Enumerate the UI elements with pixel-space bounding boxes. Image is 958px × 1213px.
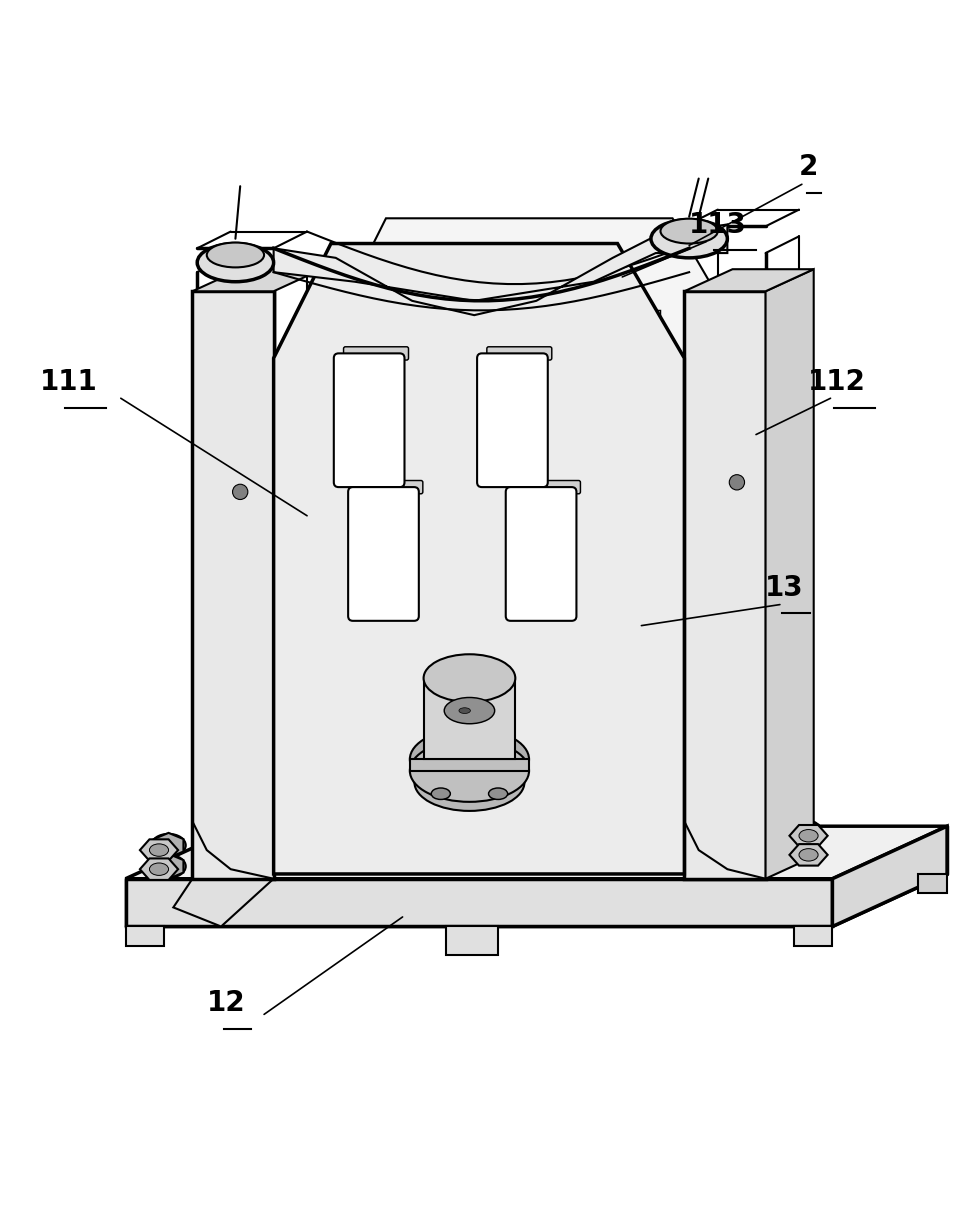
Polygon shape xyxy=(125,826,947,878)
FancyBboxPatch shape xyxy=(348,488,419,621)
Polygon shape xyxy=(789,844,828,866)
FancyBboxPatch shape xyxy=(506,488,577,621)
Text: 113: 113 xyxy=(689,211,746,239)
Polygon shape xyxy=(684,269,813,291)
Ellipse shape xyxy=(787,820,821,843)
Polygon shape xyxy=(684,291,765,878)
FancyBboxPatch shape xyxy=(333,353,404,488)
FancyBboxPatch shape xyxy=(477,353,548,488)
Polygon shape xyxy=(919,873,947,893)
Text: 112: 112 xyxy=(809,369,866,397)
Ellipse shape xyxy=(459,707,470,713)
Text: 13: 13 xyxy=(765,574,804,602)
Polygon shape xyxy=(298,311,660,870)
Polygon shape xyxy=(788,819,819,843)
Ellipse shape xyxy=(415,753,524,811)
Ellipse shape xyxy=(197,244,274,281)
Polygon shape xyxy=(445,927,498,955)
FancyBboxPatch shape xyxy=(515,480,581,494)
Ellipse shape xyxy=(149,862,169,876)
Ellipse shape xyxy=(799,830,818,842)
Ellipse shape xyxy=(729,474,744,490)
Polygon shape xyxy=(153,833,183,858)
Ellipse shape xyxy=(233,484,248,500)
Ellipse shape xyxy=(431,788,450,799)
Text: 12: 12 xyxy=(207,990,245,1018)
Polygon shape xyxy=(153,854,183,878)
Text: 111: 111 xyxy=(39,369,97,397)
Ellipse shape xyxy=(151,855,186,878)
Polygon shape xyxy=(329,218,740,849)
Polygon shape xyxy=(125,927,164,946)
Polygon shape xyxy=(794,927,833,946)
Polygon shape xyxy=(125,878,833,927)
Ellipse shape xyxy=(207,243,264,267)
Polygon shape xyxy=(788,839,819,865)
Ellipse shape xyxy=(489,788,508,799)
Ellipse shape xyxy=(149,844,169,856)
Polygon shape xyxy=(410,759,529,770)
Polygon shape xyxy=(833,826,947,927)
Ellipse shape xyxy=(410,728,529,791)
Polygon shape xyxy=(193,291,274,878)
Polygon shape xyxy=(423,678,515,759)
Polygon shape xyxy=(140,859,178,879)
Ellipse shape xyxy=(650,220,727,258)
Text: 2: 2 xyxy=(799,153,818,182)
Ellipse shape xyxy=(799,849,818,861)
Ellipse shape xyxy=(660,218,718,244)
Ellipse shape xyxy=(787,841,821,864)
Polygon shape xyxy=(173,878,274,927)
Ellipse shape xyxy=(151,833,186,856)
Polygon shape xyxy=(789,825,828,847)
Ellipse shape xyxy=(445,697,494,724)
Polygon shape xyxy=(415,770,524,782)
Polygon shape xyxy=(140,839,178,861)
Polygon shape xyxy=(274,224,727,315)
Polygon shape xyxy=(274,244,684,873)
Ellipse shape xyxy=(410,740,529,802)
Polygon shape xyxy=(193,269,322,291)
Polygon shape xyxy=(765,269,813,878)
FancyBboxPatch shape xyxy=(344,347,408,360)
FancyBboxPatch shape xyxy=(358,480,422,494)
FancyBboxPatch shape xyxy=(487,347,552,360)
Ellipse shape xyxy=(423,654,515,702)
